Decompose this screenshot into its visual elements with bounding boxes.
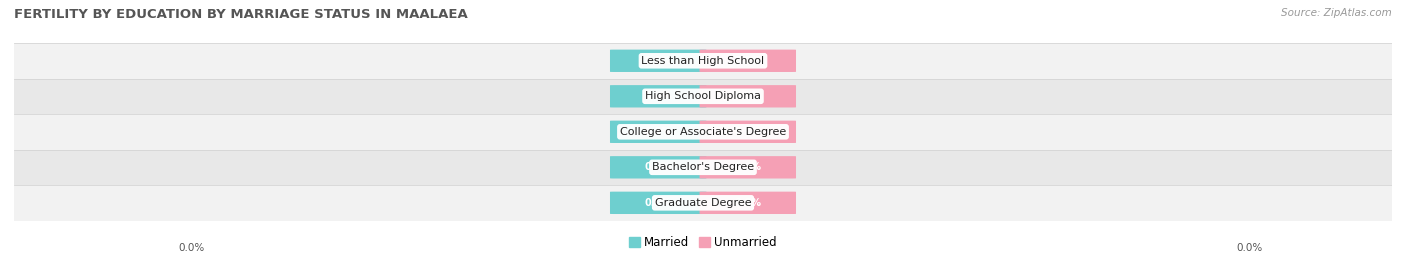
Text: 0.0%: 0.0%	[645, 127, 672, 137]
FancyBboxPatch shape	[700, 49, 796, 72]
FancyBboxPatch shape	[610, 156, 706, 179]
Text: 0.0%: 0.0%	[179, 243, 205, 253]
Bar	[14, 185, 1392, 221]
Text: Source: ZipAtlas.com: Source: ZipAtlas.com	[1281, 8, 1392, 18]
Bar	[14, 150, 1392, 185]
Text: 0.0%: 0.0%	[645, 162, 672, 172]
Bar	[14, 114, 1392, 150]
Text: College or Associate's Degree: College or Associate's Degree	[620, 127, 786, 137]
FancyBboxPatch shape	[610, 121, 706, 143]
FancyBboxPatch shape	[700, 192, 796, 214]
Bar	[14, 79, 1392, 114]
Text: Bachelor's Degree: Bachelor's Degree	[652, 162, 754, 172]
Text: Graduate Degree: Graduate Degree	[655, 198, 751, 208]
Text: High School Diploma: High School Diploma	[645, 91, 761, 101]
FancyBboxPatch shape	[610, 192, 706, 214]
Legend: Married, Unmarried: Married, Unmarried	[624, 231, 782, 254]
FancyBboxPatch shape	[700, 85, 796, 108]
Text: 0.0%: 0.0%	[645, 91, 672, 101]
Text: FERTILITY BY EDUCATION BY MARRIAGE STATUS IN MAALAEA: FERTILITY BY EDUCATION BY MARRIAGE STATU…	[14, 8, 468, 21]
Text: 0.0%: 0.0%	[645, 198, 672, 208]
Text: 0.0%: 0.0%	[1236, 243, 1263, 253]
Text: 0.0%: 0.0%	[734, 91, 761, 101]
FancyBboxPatch shape	[610, 85, 706, 108]
Text: 0.0%: 0.0%	[734, 127, 761, 137]
Text: 0.0%: 0.0%	[645, 56, 672, 66]
Text: Less than High School: Less than High School	[641, 56, 765, 66]
Text: 0.0%: 0.0%	[734, 162, 761, 172]
FancyBboxPatch shape	[700, 156, 796, 179]
FancyBboxPatch shape	[700, 121, 796, 143]
FancyBboxPatch shape	[610, 49, 706, 72]
Bar	[14, 43, 1392, 79]
Text: 0.0%: 0.0%	[734, 198, 761, 208]
Text: 0.0%: 0.0%	[734, 56, 761, 66]
